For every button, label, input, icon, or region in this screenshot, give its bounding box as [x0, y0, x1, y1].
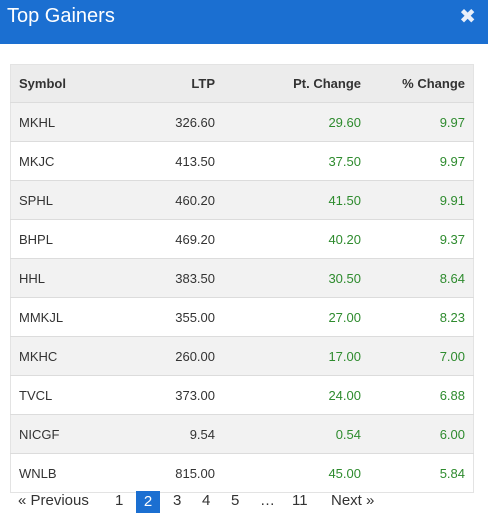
table-row[interactable]: NICGF 9.54 0.54 6.00 [10, 414, 474, 454]
pct-change-cell: 9.91 [439, 192, 465, 208]
table-header-row: Symbol LTP Pt. Change % Change [10, 64, 474, 103]
pt-change-cell: 30.50 [328, 270, 361, 286]
ltp-cell: 383.50 [175, 270, 215, 286]
ltp-cell: 355.00 [175, 309, 215, 325]
pct-change-cell: 8.23 [439, 309, 465, 325]
symbol-cell[interactable]: MKHL [19, 114, 56, 130]
symbol-cell[interactable]: WNLB [19, 465, 57, 481]
pt-change-cell: 37.50 [328, 153, 361, 169]
page-link-1[interactable]: 1 [115, 492, 124, 509]
page-link-11[interactable]: 11 [292, 492, 308, 509]
pt-change-cell: 29.60 [328, 114, 361, 130]
pt-change-cell: 17.00 [328, 348, 361, 364]
ellipsis: … [260, 492, 275, 509]
gainers-table: Symbol LTP Pt. Change % Change MKHL 326.6… [10, 64, 474, 493]
ltp-cell: 815.00 [175, 465, 215, 481]
page-link-4[interactable]: 4 [202, 492, 211, 509]
page-link-5[interactable]: 5 [231, 492, 240, 509]
pct-change-cell: 7.00 [439, 348, 465, 364]
pt-change-cell: 0.54 [335, 426, 361, 442]
ltp-cell: 326.60 [175, 114, 215, 130]
symbol-cell[interactable]: MKJC [19, 153, 55, 169]
close-icon[interactable]: ✖ [459, 6, 476, 28]
pct-change-cell: 9.97 [439, 114, 465, 130]
pct-change-cell: 5.84 [439, 465, 465, 481]
modal-title: Top Gainers [7, 5, 115, 27]
table-row[interactable]: HHL 383.50 30.50 8.64 [10, 258, 474, 298]
ltp-cell: 373.00 [175, 387, 215, 403]
next-page-link[interactable]: Next » [331, 492, 375, 509]
pt-change-cell: 24.00 [328, 387, 361, 403]
pagination: « Previous 1 2 3 4 5 … 11 Next » [0, 490, 488, 514]
pct-change-cell: 6.88 [439, 387, 465, 403]
pt-change-cell: 41.50 [328, 192, 361, 208]
symbol-cell[interactable]: MMKJL [19, 309, 64, 325]
page-link-2-current[interactable]: 2 [136, 491, 160, 513]
column-header-pt-change[interactable]: Pt. Change [293, 76, 361, 91]
symbol-cell[interactable]: SPHL [19, 192, 53, 208]
previous-page-link[interactable]: « Previous [18, 492, 89, 509]
symbol-cell[interactable]: HHL [19, 270, 46, 286]
modal-body: Symbol LTP Pt. Change % Change MKHL 326.6… [0, 44, 488, 493]
symbol-cell[interactable]: BHPL [19, 231, 53, 247]
pt-change-cell: 40.20 [328, 231, 361, 247]
symbol-cell[interactable]: TVCL [19, 387, 53, 403]
table-row[interactable]: MKJC 413.50 37.50 9.97 [10, 141, 474, 181]
table-row[interactable]: BHPL 469.20 40.20 9.37 [10, 219, 474, 259]
column-header-symbol[interactable]: Symbol [19, 76, 66, 91]
pt-change-cell: 27.00 [328, 309, 361, 325]
table-row[interactable]: TVCL 373.00 24.00 6.88 [10, 375, 474, 415]
table-row[interactable]: MMKJL 355.00 27.00 8.23 [10, 297, 474, 337]
page-link-3[interactable]: 3 [173, 492, 182, 509]
ltp-cell: 260.00 [175, 348, 215, 364]
ltp-cell: 460.20 [175, 192, 215, 208]
pct-change-cell: 9.37 [439, 231, 465, 247]
symbol-cell[interactable]: MKHC [19, 348, 58, 364]
pct-change-cell: 9.97 [439, 153, 465, 169]
table-row[interactable]: SPHL 460.20 41.50 9.91 [10, 180, 474, 220]
column-header-pct-change[interactable]: % Change [402, 76, 465, 91]
table-row[interactable]: WNLB 815.00 45.00 5.84 [10, 453, 474, 493]
symbol-cell[interactable]: NICGF [19, 426, 60, 442]
ltp-cell: 469.20 [175, 231, 215, 247]
ltp-cell: 9.54 [189, 426, 215, 442]
modal-header: Top Gainers ✖ [0, 0, 488, 44]
table-row[interactable]: MKHC 260.00 17.00 7.00 [10, 336, 474, 376]
pct-change-cell: 6.00 [439, 426, 465, 442]
column-header-ltp[interactable]: LTP [191, 76, 215, 91]
ltp-cell: 413.50 [175, 153, 215, 169]
table-row[interactable]: MKHL 326.60 29.60 9.97 [10, 102, 474, 142]
pct-change-cell: 8.64 [439, 270, 465, 286]
pt-change-cell: 45.00 [328, 465, 361, 481]
